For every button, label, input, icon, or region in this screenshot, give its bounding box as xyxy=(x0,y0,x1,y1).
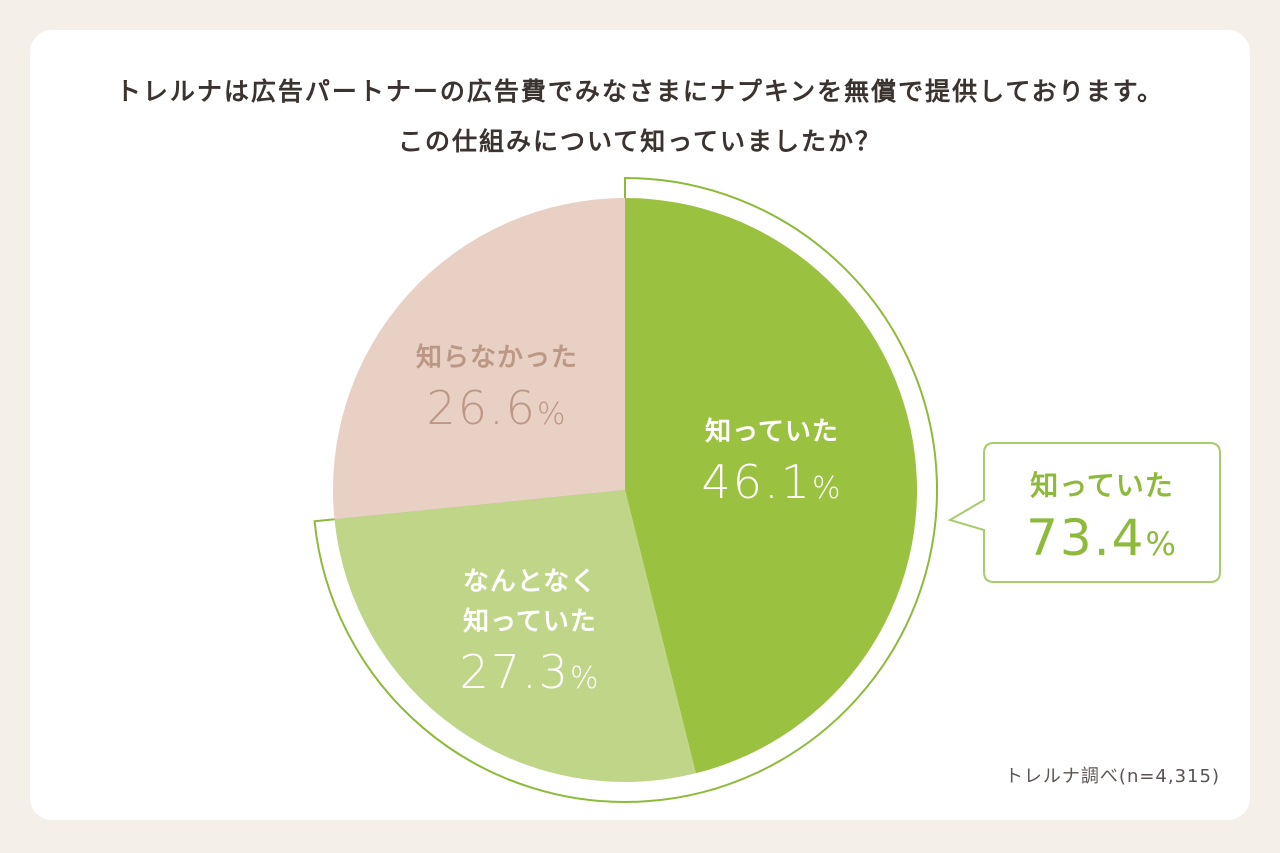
callout-bubble xyxy=(947,442,1221,583)
label-did-not-know: 知らなかった 26.6% xyxy=(387,338,607,445)
callout-total-knew: 知っていた 73.4% xyxy=(984,442,1220,582)
source-note: トレルナ調べ(n=4,315) xyxy=(1004,766,1220,787)
pie-slice-vaguely-knew xyxy=(334,490,696,783)
label-notknew-value: 26.6% xyxy=(426,381,568,435)
label-knew-value: 46.1% xyxy=(701,455,843,509)
callout-name: 知っていた xyxy=(1030,469,1174,502)
pie-slice-did-not-know xyxy=(332,197,625,520)
label-vague-name-2: 知っていた xyxy=(463,607,597,637)
callout-value: 73.4% xyxy=(1026,509,1178,567)
label-vague-name-1: なんとなく xyxy=(462,567,598,597)
label-knew-name: 知っていた xyxy=(705,417,839,447)
chart-title-line2: この仕組みについて知っていましたか？ xyxy=(397,127,882,156)
label-vaguely-knew: なんとなく 知っていた 27.3% xyxy=(420,562,640,709)
label-knew: 知っていた 46.1% xyxy=(662,412,882,519)
label-vague-value: 27.3% xyxy=(459,645,601,699)
label-notknew-name: 知らなかった xyxy=(415,343,578,373)
pie-slice-knew xyxy=(625,198,918,774)
chart-title-line1: トレルナは広告パートナーの広告費でみなさまにナプキンを無償で提供しております。 xyxy=(115,77,1165,106)
